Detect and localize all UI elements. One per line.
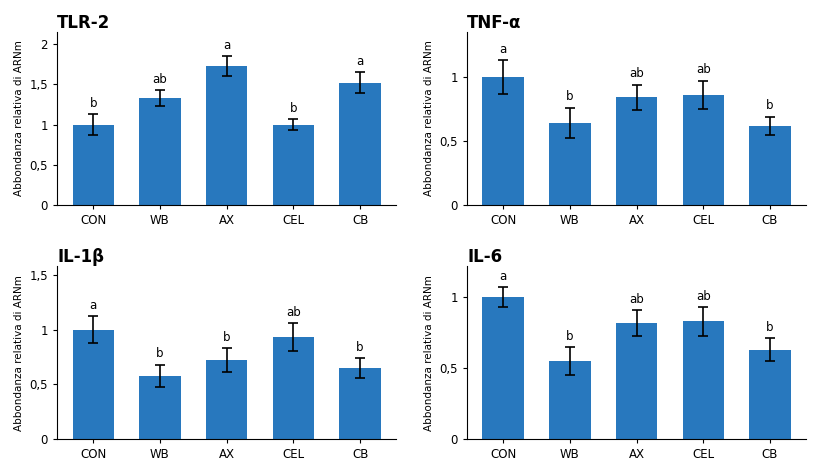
Bar — [749, 350, 790, 439]
Text: b: b — [356, 341, 364, 354]
Bar — [549, 361, 590, 439]
Text: a: a — [499, 270, 506, 283]
Y-axis label: Abbondanza relativa di ARNm: Abbondanza relativa di ARNm — [14, 275, 24, 430]
Y-axis label: Abbondanza relativa di ARNm: Abbondanza relativa di ARNm — [423, 275, 433, 430]
Bar — [72, 330, 114, 439]
Text: a: a — [499, 43, 506, 56]
Text: ab: ab — [628, 67, 643, 80]
Text: b: b — [89, 97, 97, 110]
Y-axis label: Abbondanza relativa di ARNm: Abbondanza relativa di ARNm — [14, 41, 24, 197]
Text: a: a — [89, 299, 97, 312]
Text: b: b — [223, 331, 230, 344]
Text: b: b — [565, 330, 573, 342]
Bar — [339, 368, 380, 439]
Text: ab: ab — [152, 73, 167, 86]
Text: ab: ab — [695, 290, 710, 303]
Bar — [482, 77, 523, 205]
Text: a: a — [356, 55, 364, 68]
Text: TNF-α: TNF-α — [467, 14, 521, 32]
Bar — [139, 98, 180, 205]
Bar — [749, 125, 790, 205]
Bar — [273, 124, 314, 205]
Text: b: b — [765, 99, 773, 112]
Text: IL-6: IL-6 — [467, 248, 501, 266]
Text: b: b — [765, 321, 773, 334]
Bar — [339, 83, 380, 205]
Text: ab: ab — [695, 64, 710, 76]
Text: TLR-2: TLR-2 — [57, 14, 111, 32]
Text: b: b — [156, 347, 164, 361]
Bar — [139, 376, 180, 439]
Bar — [615, 323, 657, 439]
Text: IL-1β: IL-1β — [57, 248, 104, 266]
Bar — [482, 297, 523, 439]
Text: ab: ab — [628, 293, 643, 306]
Bar — [273, 337, 314, 439]
Bar — [615, 97, 657, 205]
Bar — [72, 124, 114, 205]
Text: b: b — [565, 90, 573, 104]
Bar — [681, 322, 723, 439]
Bar — [681, 95, 723, 205]
Y-axis label: Abbondanza relativa di ARNm: Abbondanza relativa di ARNm — [423, 41, 433, 197]
Text: a: a — [223, 39, 230, 52]
Text: b: b — [289, 102, 296, 114]
Bar — [549, 123, 590, 205]
Bar — [206, 66, 247, 205]
Bar — [206, 360, 247, 439]
Text: ab: ab — [286, 306, 301, 319]
